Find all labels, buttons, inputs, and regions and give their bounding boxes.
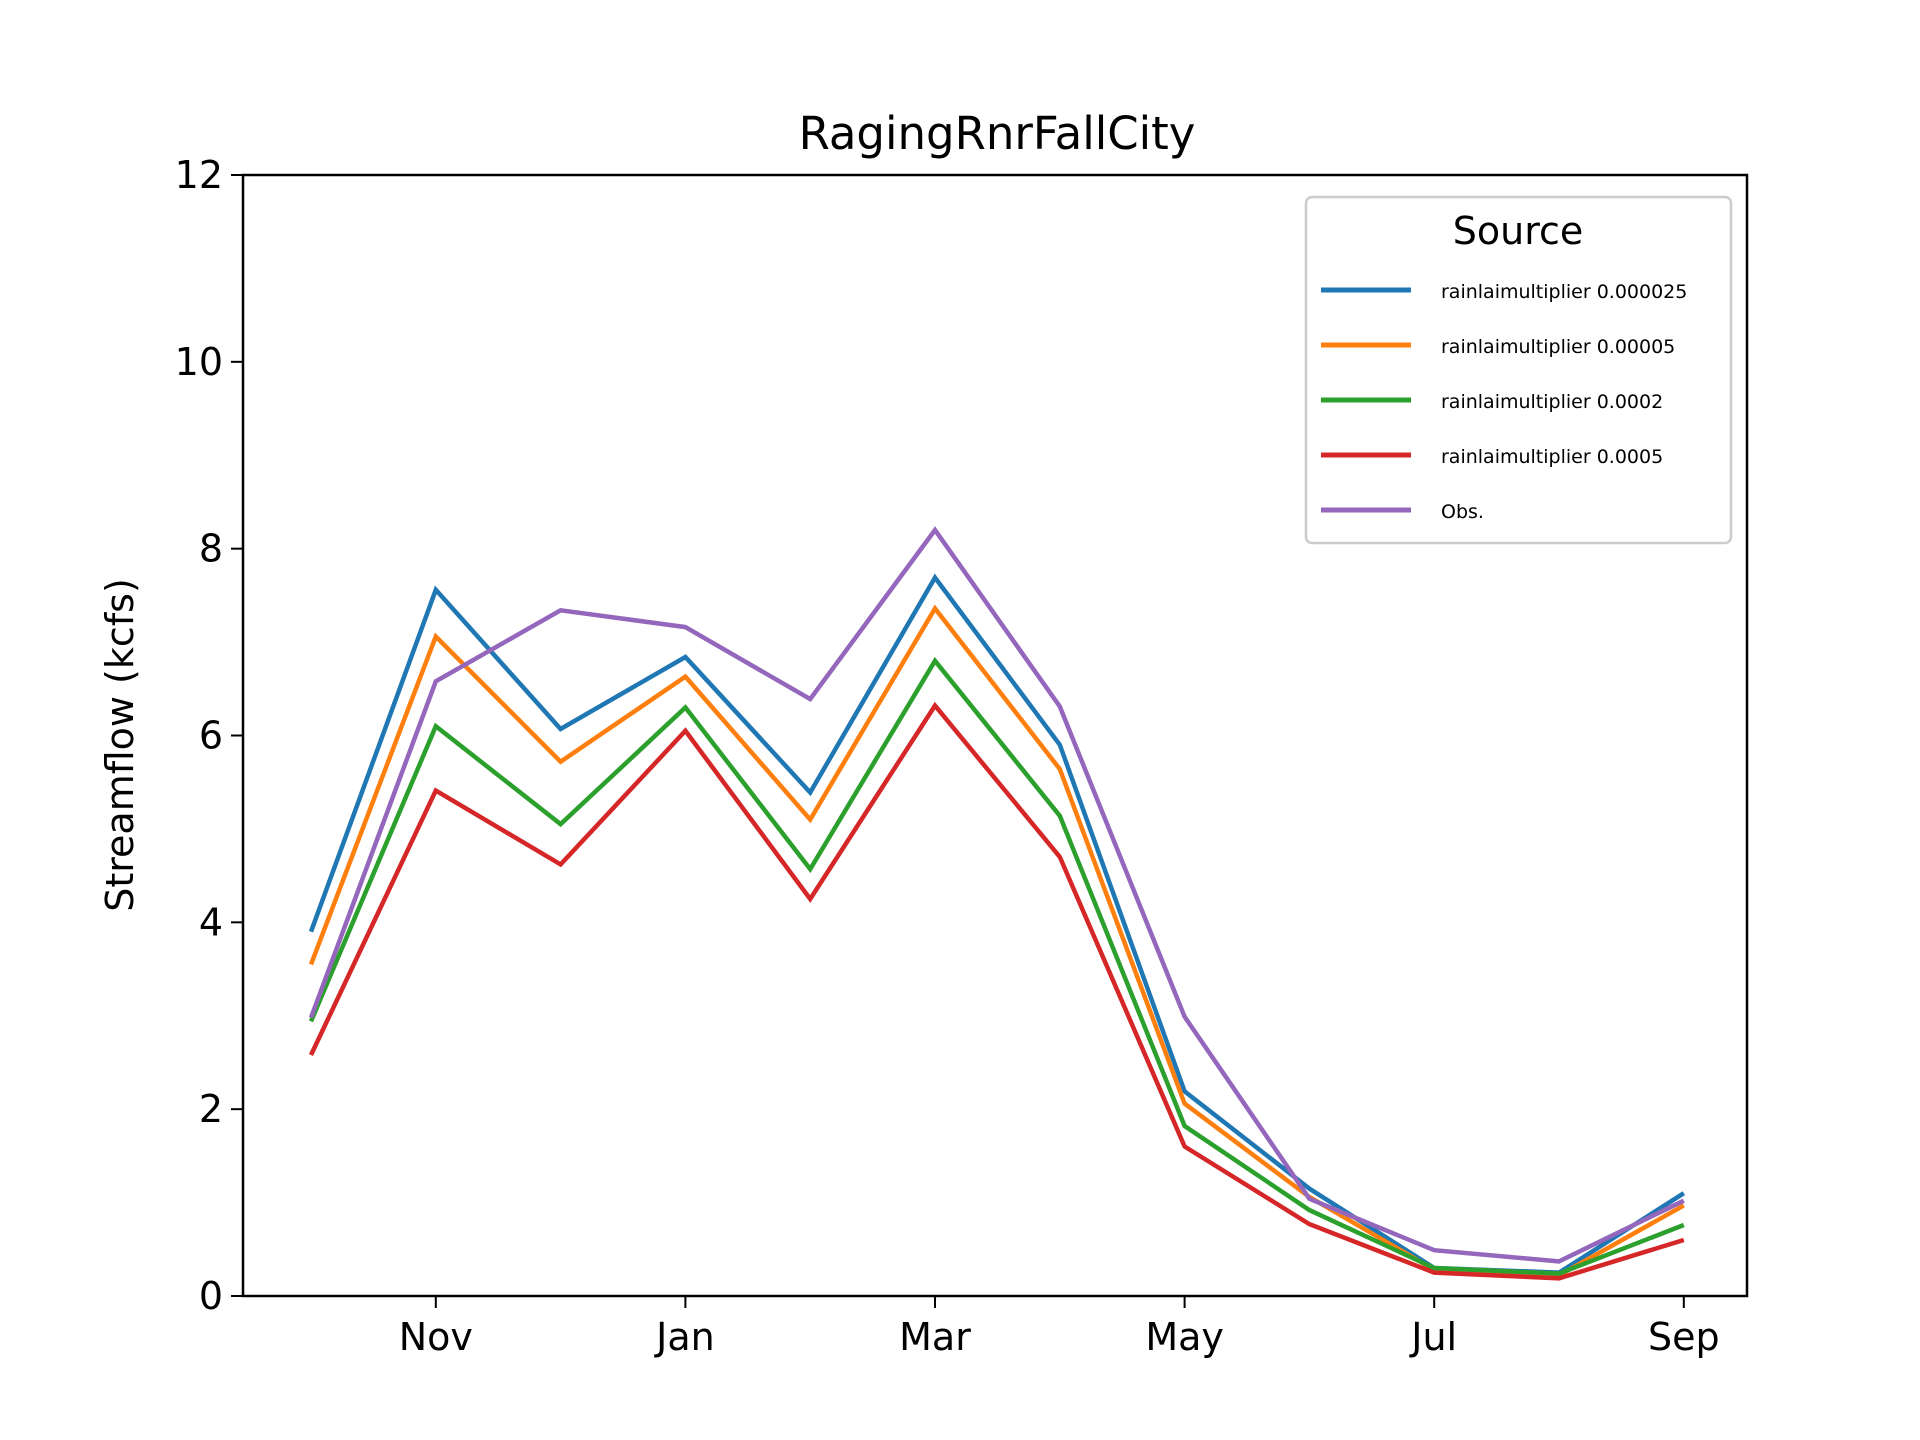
series-line bbox=[308, 701, 1685, 1281]
legend: Source rainlaimultiplier 0.000025 rainlaim… bbox=[1304, 195, 1733, 545]
y-tick-label: 10 bbox=[175, 340, 223, 384]
legend-entry-label: rainlaimultiplier 0.0005 bbox=[1441, 446, 1663, 468]
legend-box bbox=[1304, 195, 1733, 545]
legend-title: Source bbox=[1453, 209, 1584, 253]
x-tick-label: Jan bbox=[654, 1315, 715, 1359]
axes: 0 2 4 6 8 10 12 Nov Jan Mar May Jul Sep bbox=[175, 153, 1749, 1359]
y-tick-label: 2 bbox=[199, 1087, 223, 1131]
x-tick-label: Mar bbox=[899, 1315, 971, 1359]
y-tick-label: 8 bbox=[199, 527, 223, 571]
series-lines bbox=[308, 526, 1686, 1281]
y-tick-label: 6 bbox=[199, 714, 223, 758]
y-tick-label: 12 bbox=[175, 153, 223, 197]
legend-entry-label: rainlaimultiplier 0.0002 bbox=[1441, 391, 1663, 413]
legend-entry-label: rainlaimultiplier 0.00005 bbox=[1441, 336, 1675, 358]
chart-title: RagingRnrFallCity bbox=[799, 107, 1196, 160]
series-line bbox=[308, 604, 1685, 1278]
y-tick-label: 0 bbox=[199, 1274, 223, 1318]
x-tick-label: Jul bbox=[1409, 1315, 1457, 1359]
x-tick-label: Sep bbox=[1648, 1315, 1720, 1359]
series-line bbox=[308, 573, 1686, 1275]
x-tick-label: Nov bbox=[399, 1315, 473, 1359]
legend-entry-label: Obs. bbox=[1441, 501, 1484, 523]
series-line bbox=[308, 526, 1685, 1264]
y-tick-label: 4 bbox=[199, 900, 223, 944]
series-line bbox=[308, 656, 1685, 1276]
y-axis-label: Streamflow (kcfs) bbox=[98, 578, 142, 912]
legend-entry-label: rainlaimultiplier 0.000025 bbox=[1441, 281, 1687, 303]
x-tick-label: May bbox=[1145, 1315, 1224, 1359]
